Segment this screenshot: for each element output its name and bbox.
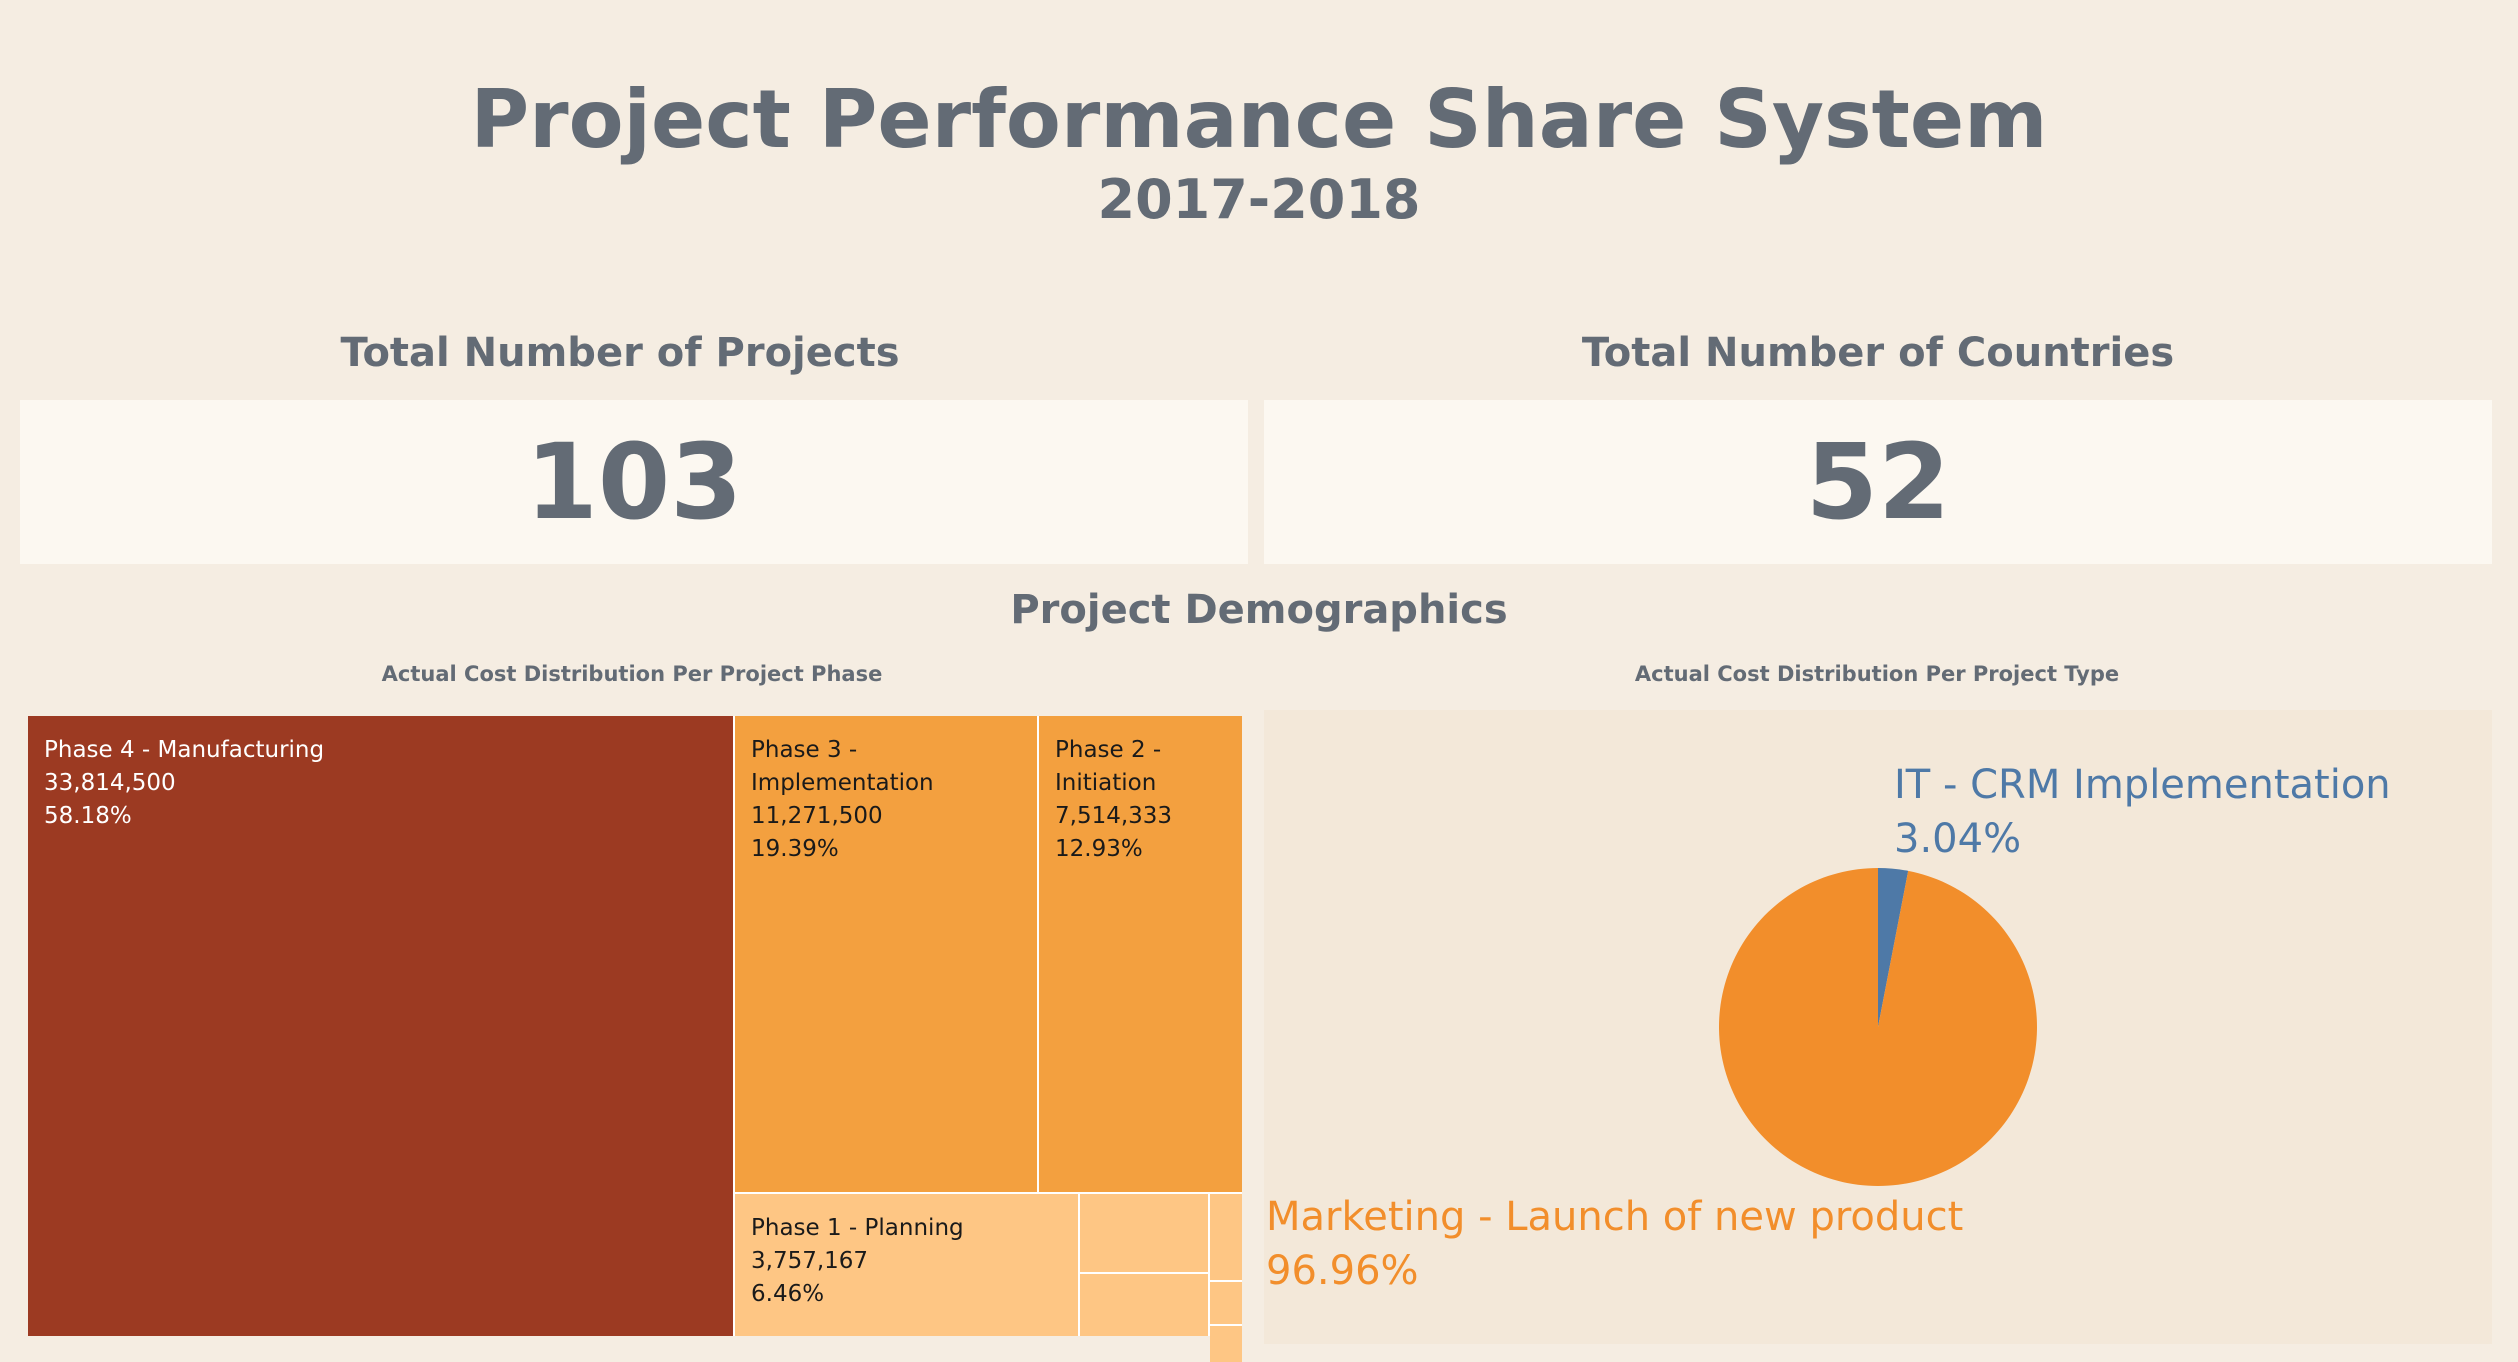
pie-chart: [1719, 868, 2037, 1186]
treemap-chart: Phase 4 - Manufacturing 33,814,500 58.18…: [28, 716, 1242, 1362]
treemap-tile-phase-4[interactable]: Phase 4 - Manufacturing 33,814,500 58.18…: [28, 716, 733, 1336]
total-countries-label: Total Number of Countries: [1581, 330, 2175, 376]
treemap-tile-phase-1[interactable]: Phase 1 - Planning 3,757,167 6.46%: [735, 1194, 1078, 1336]
treemap-title: Actual Cost Distribution Per Project Pha…: [381, 662, 883, 686]
total-projects-card: 103: [20, 400, 1248, 564]
dashboard-title: Project Performance Share System: [470, 73, 2048, 166]
tile-value: 33,814,500: [44, 770, 176, 796]
total-projects-label: Total Number of Projects: [340, 330, 900, 376]
tile-percent: 6.46%: [751, 1281, 825, 1307]
pie-label-it-crm: IT - CRM Implementation 3.04%: [1894, 758, 2391, 866]
tile-label: Phase 2 -: [1055, 737, 1162, 763]
tile-label-cont: Initiation: [1055, 770, 1157, 796]
tile-percent: 12.93%: [1055, 836, 1143, 862]
pie-title: Actual Cost Distribution Per Project Typ…: [1634, 662, 2120, 686]
tile-value: 3,757,167: [751, 1248, 869, 1274]
treemap-tile-phase-3[interactable]: Phase 3 - Implementation 11,271,500 19.3…: [735, 716, 1037, 1192]
tile-label: Phase 3 -: [751, 737, 858, 763]
total-countries-card: 52: [1264, 400, 2492, 564]
dashboard-subtitle: 2017-2018: [1097, 168, 1421, 231]
tile-label: Phase 4 - Manufacturing: [44, 737, 325, 763]
tile-label: Phase 1 - Planning: [751, 1215, 964, 1241]
total-projects-value: 103: [525, 421, 743, 543]
pie-slice-marketing[interactable]: [1719, 868, 2037, 1186]
pie-label-percent: 96.96%: [1266, 1248, 1419, 1294]
treemap-tile-phase-2[interactable]: Phase 2 - Initiation 7,514,333 12.93%: [1039, 716, 1242, 1192]
pie-label-name: Marketing - Launch of new product: [1266, 1194, 1964, 1240]
treemap-tile-small[interactable]: [1210, 1326, 1242, 1362]
treemap-tile-small[interactable]: [1080, 1274, 1208, 1336]
pie-slice-it-crm[interactable]: [1878, 868, 1909, 1027]
total-countries-value: 52: [1805, 421, 1951, 543]
pie-label-name: IT - CRM Implementation: [1894, 762, 2391, 808]
treemap-tile-small[interactable]: [1080, 1194, 1208, 1272]
pie-label-percent: 3.04%: [1894, 816, 2022, 862]
tile-percent: 58.18%: [44, 803, 132, 829]
tile-value: 7,514,333: [1055, 803, 1173, 829]
tile-percent: 19.39%: [751, 836, 839, 862]
treemap-tile-small[interactable]: [1210, 1194, 1242, 1280]
section-title: Project Demographics: [1010, 587, 1508, 633]
pie-label-marketing: Marketing - Launch of new product 96.96%: [1266, 1190, 1963, 1298]
tile-label-cont: Implementation: [751, 770, 934, 796]
pie-chart-panel: IT - CRM Implementation 3.04% Marketing …: [1264, 710, 2492, 1344]
treemap-tile-small[interactable]: [1210, 1282, 1242, 1324]
tile-value: 11,271,500: [751, 803, 883, 829]
